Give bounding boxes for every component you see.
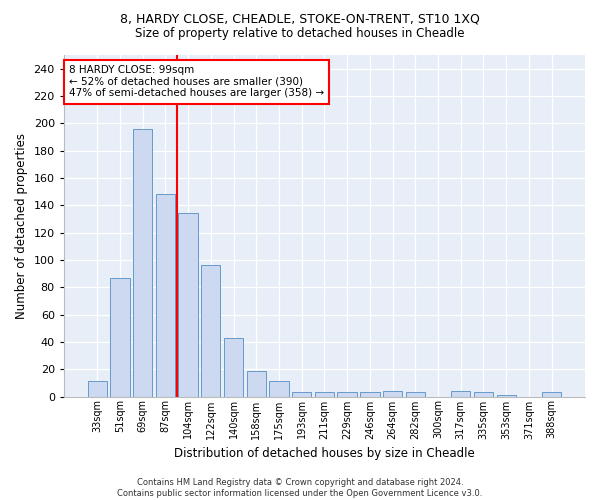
Bar	[201, 266, 220, 396]
Bar	[110, 278, 130, 396]
Bar	[315, 392, 334, 396]
Bar	[451, 391, 470, 396]
Bar	[88, 382, 107, 396]
X-axis label: Distribution of detached houses by size in Cheadle: Distribution of detached houses by size …	[174, 447, 475, 460]
Text: 8, HARDY CLOSE, CHEADLE, STOKE-ON-TRENT, ST10 1XQ: 8, HARDY CLOSE, CHEADLE, STOKE-ON-TRENT,…	[120, 12, 480, 26]
Bar	[383, 391, 402, 396]
Y-axis label: Number of detached properties: Number of detached properties	[15, 133, 28, 319]
Text: Contains HM Land Registry data © Crown copyright and database right 2024.
Contai: Contains HM Land Registry data © Crown c…	[118, 478, 482, 498]
Bar	[337, 392, 357, 396]
Text: Size of property relative to detached houses in Cheadle: Size of property relative to detached ho…	[135, 28, 465, 40]
Bar	[133, 129, 152, 396]
Bar	[155, 194, 175, 396]
Bar	[269, 382, 289, 396]
Bar	[247, 370, 266, 396]
Bar	[360, 392, 380, 396]
Text: 8 HARDY CLOSE: 99sqm
← 52% of detached houses are smaller (390)
47% of semi-deta: 8 HARDY CLOSE: 99sqm ← 52% of detached h…	[69, 65, 324, 98]
Bar	[224, 338, 243, 396]
Bar	[178, 214, 198, 396]
Bar	[292, 392, 311, 396]
Bar	[542, 392, 562, 396]
Bar	[497, 395, 516, 396]
Bar	[406, 392, 425, 396]
Bar	[474, 392, 493, 396]
